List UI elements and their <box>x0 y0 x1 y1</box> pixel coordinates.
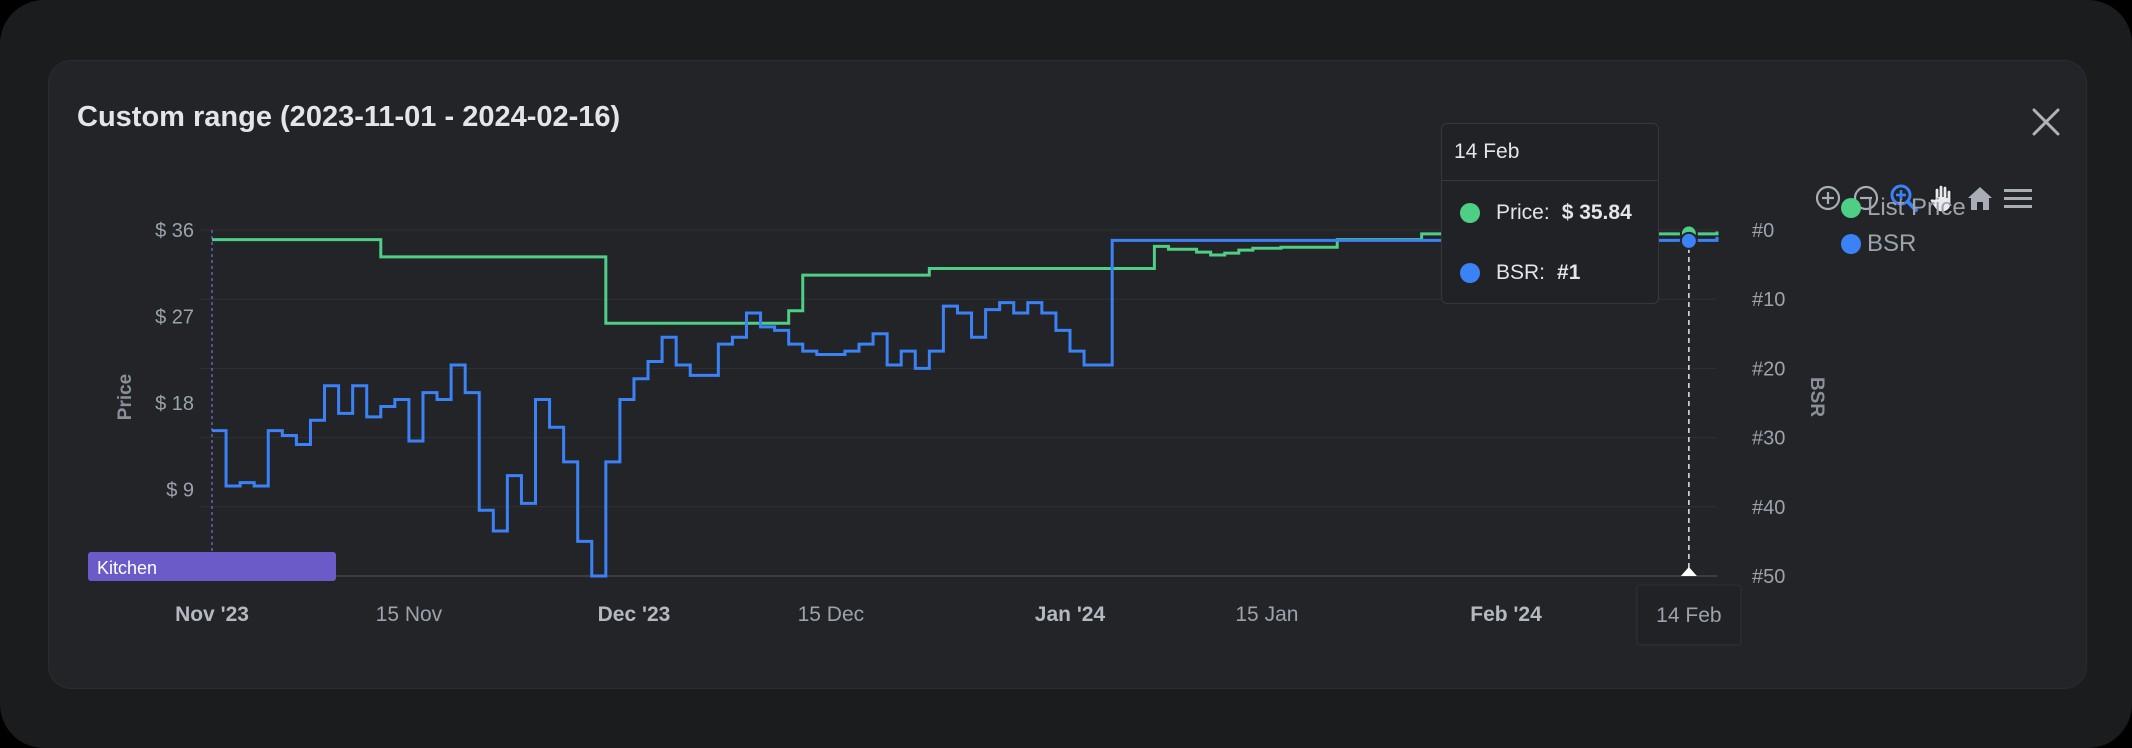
reset-home-icon <box>1968 187 1992 210</box>
y-right-tick-label: #40 <box>1752 497 1785 519</box>
y-right-tick-label: #30 <box>1752 428 1785 450</box>
selection-zoom-button[interactable] <box>1888 182 1920 214</box>
y-left-tick-label: $ 36 <box>155 220 194 242</box>
legend-item-bsr[interactable]: BSR <box>1841 226 1966 262</box>
selection-zoom-icon <box>1890 184 1918 212</box>
annotation-label-box <box>88 552 336 581</box>
tooltip-date: 14 Feb <box>1454 140 1520 163</box>
legend-dot <box>1841 234 1861 254</box>
menu-button[interactable] <box>2002 182 2034 214</box>
y-right-tick-label: #20 <box>1752 358 1785 380</box>
y-right-tick-label: #10 <box>1752 289 1785 311</box>
crosshair-marker-bsr <box>1679 231 1698 250</box>
y-left-tick-label: $ 27 <box>155 307 194 329</box>
x-tick-label: 15 Dec <box>798 603 865 626</box>
close-icon <box>2032 108 2060 136</box>
series-line-bsr <box>212 236 1719 578</box>
y-right-tick-label: #50 <box>1752 566 1785 588</box>
pan-hand-icon <box>1929 184 1952 213</box>
x-tick-label: Dec '23 <box>598 603 671 626</box>
menu-icon <box>2004 189 2032 208</box>
pan-button[interactable] <box>1926 182 1958 214</box>
legend-item-list-price[interactable]: List Price <box>1841 190 1966 226</box>
series-lines <box>212 231 1719 578</box>
category-annotation: Kitchen <box>88 230 336 581</box>
chart-toolbar <box>1812 180 2034 216</box>
axes: $ 36 $ 27 $ 18 $ 9 #0 #10 #20 #30 #40 #50 Price BSR… <box>115 220 1827 626</box>
tooltip-dot <box>1460 203 1480 223</box>
chart-legend: List Price BSR <box>1841 190 1966 262</box>
x-tick-label: 15 Jan <box>1235 603 1298 626</box>
tooltip-row-bsr: BSR: #1 <box>1460 261 1580 285</box>
crosshair: 14 Feb <box>1636 224 1742 646</box>
tooltip-divider <box>1442 180 1658 181</box>
series-line-list-price <box>212 231 1719 325</box>
legend-label: BSR <box>1867 230 1917 257</box>
crosshair-date-label: 14 Feb <box>1656 604 1721 627</box>
y-left-axis-title: Price <box>115 374 136 420</box>
zoom-in-button[interactable] <box>1812 182 1844 214</box>
zoom-in-icon <box>1815 185 1841 211</box>
crosshair-date-box <box>1636 584 1742 646</box>
chart-modal: Custom range (2023-11-01 - 2024-02-16) <box>49 61 2086 688</box>
x-tick-label: Nov '23 <box>175 603 249 626</box>
legend-label: List Price <box>1867 194 1966 221</box>
tooltip-label: BSR: <box>1496 261 1546 284</box>
close-button[interactable] <box>2026 102 2066 142</box>
modal-title: Custom range (2023-11-01 - 2024-02-16) <box>77 101 621 133</box>
y-left-tick-label: $ 18 <box>155 393 194 415</box>
tooltip-value: #1 <box>1557 261 1581 284</box>
tooltip-dot <box>1460 263 1480 283</box>
tooltip-label: Price: <box>1496 201 1550 224</box>
x-tick-label: 15 Nov <box>376 603 443 626</box>
crosshair-pointer <box>1680 567 1697 576</box>
hover-tooltip: 14 Feb Price: $ 35.84 BSR: #1 <box>1441 123 1659 304</box>
x-tick-label: Jan '24 <box>1035 603 1106 626</box>
y-left-tick-label: $ 9 <box>166 480 194 502</box>
reset-zoom-button[interactable] <box>1964 182 1996 214</box>
annotation-label: Kitchen <box>97 558 157 578</box>
x-tick-label: Feb '24 <box>1470 603 1542 626</box>
tooltip-value: $ 35.84 <box>1561 201 1632 224</box>
y-right-tick-label: #0 <box>1752 220 1774 242</box>
y-right-axis-title: BSR <box>1806 377 1827 417</box>
legend-dot <box>1841 198 1861 218</box>
tooltip-row-price: Price: $ 35.84 <box>1460 201 1632 225</box>
